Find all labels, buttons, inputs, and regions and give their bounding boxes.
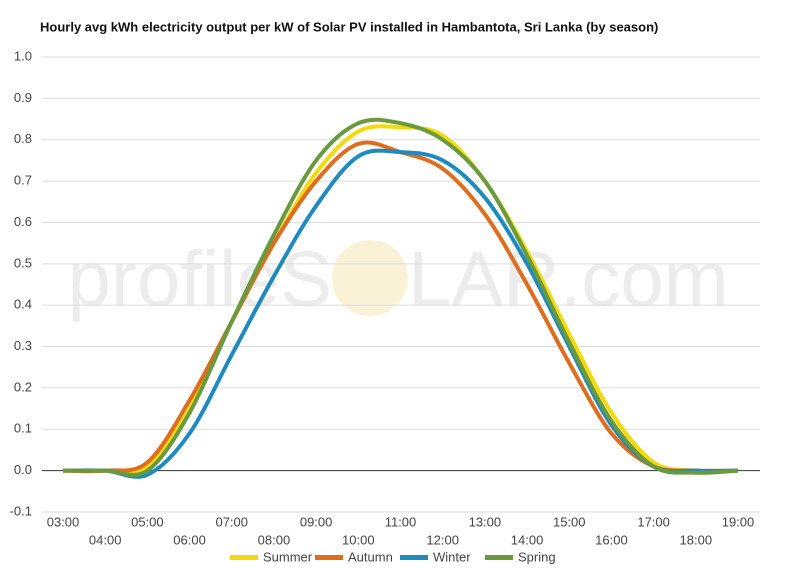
x-tick-label: 15:00 — [553, 514, 586, 529]
y-tick-label: 1.0 — [14, 48, 32, 63]
watermark-text: LAR.com — [408, 235, 729, 323]
y-tick-label: 0.4 — [14, 297, 32, 312]
legend-swatch — [315, 555, 343, 560]
watermark: profileS LAR.com — [68, 235, 729, 323]
x-tick-label: 16:00 — [595, 532, 628, 547]
x-tick-label: 03:00 — [47, 514, 80, 529]
x-tick-label: 04:00 — [89, 532, 122, 547]
series-line — [62, 148, 739, 479]
legend-label: Winter — [433, 549, 471, 564]
y-tick-label: 0.3 — [14, 338, 32, 353]
y-tick-label: 0.8 — [14, 131, 32, 146]
x-tick-label: 11:00 — [385, 514, 417, 529]
legend-label: Autumn — [348, 549, 393, 564]
x-tick-label: 13:00 — [469, 514, 502, 529]
y-tick-label: 0.2 — [14, 379, 32, 394]
legend-label: Summer — [263, 549, 313, 564]
legend-label: Spring — [518, 549, 556, 564]
y-tick-label: 0.5 — [14, 255, 32, 270]
x-tick-label: 07:00 — [215, 514, 248, 529]
chart-title: Hourly avg kWh electricity output per kW… — [40, 19, 658, 34]
grid — [42, 56, 760, 513]
x-tick-label: 12:00 — [426, 532, 459, 547]
x-tick-label: 06:00 — [173, 532, 206, 547]
y-tick-label: -0.1 — [10, 503, 32, 518]
x-tick-label: 10:00 — [342, 532, 375, 547]
legend-swatch — [485, 555, 513, 560]
y-tick-label: 0.7 — [14, 173, 32, 188]
x-tick-label: 09:00 — [300, 514, 333, 529]
x-tick-label: 18:00 — [680, 532, 713, 547]
x-tick-label: 17:00 — [637, 514, 670, 529]
y-tick-label: 0.9 — [14, 90, 32, 105]
legend-swatch — [400, 555, 428, 560]
series-line — [62, 117, 739, 477]
x-tick-label: 14:00 — [511, 532, 544, 547]
series-line — [62, 124, 739, 475]
x-tick-label: 08:00 — [258, 532, 291, 547]
y-tick-label: 0.1 — [14, 421, 32, 436]
watermark-sun — [332, 240, 408, 316]
x-tick-label: 05:00 — [131, 514, 164, 529]
y-tick-label: 0.0 — [14, 462, 32, 477]
y-tick-label: 0.6 — [14, 214, 32, 229]
x-tick-label: 19:00 — [722, 514, 755, 529]
legend-swatch — [230, 555, 258, 560]
